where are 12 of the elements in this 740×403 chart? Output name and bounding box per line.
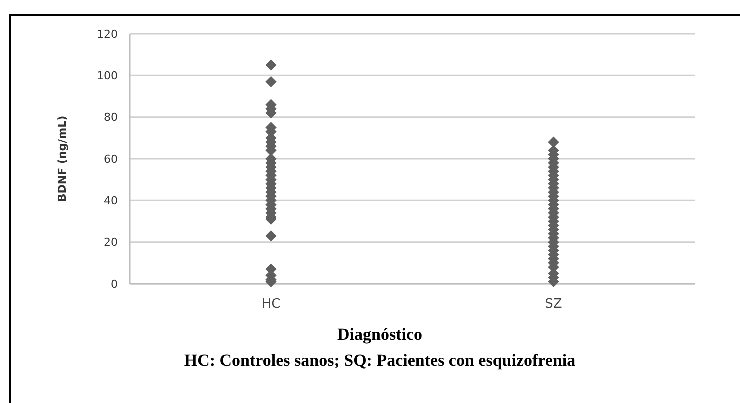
y-tick-label: 60 [104,152,118,166]
y-tick-label: 100 [97,70,118,83]
x-axis-title: Diagnóstico [338,325,422,344]
y-tick-label: 120 [97,28,118,41]
x-tick-label: SZ [545,297,562,312]
y-tick-label: 80 [104,111,118,124]
text: HC: Controles sanos; SQ: Pacientes con esquizofrenia [184,351,576,370]
y-tick-label: 40 [104,194,118,208]
y-tick-label: 20 [104,236,118,250]
x-tick-label: HC [262,297,281,312]
y-tick-label: 0 [111,278,118,291]
y-axis-title: BDNF (ng/mL) [56,116,69,202]
